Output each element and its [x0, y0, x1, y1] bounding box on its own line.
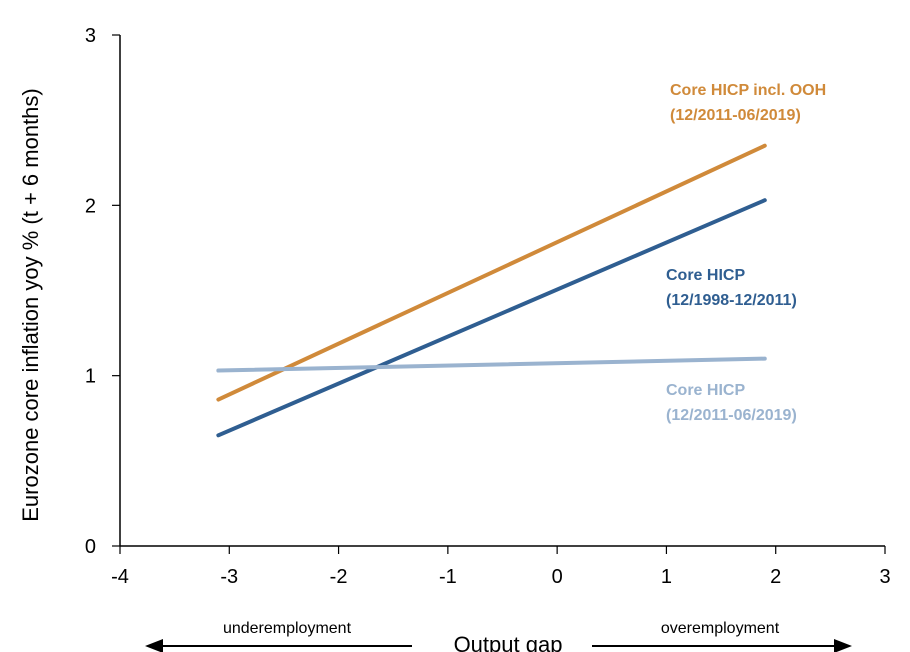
series-label-2-period: (12/1998-12/2011): [666, 292, 797, 309]
series-line-3: [216, 356, 767, 373]
right-arrowhead: [834, 639, 852, 652]
x-tick-label: 1: [661, 566, 672, 588]
x-tick-label: -4: [111, 566, 129, 588]
series-label-1-period: (12/2011-06/2019): [670, 107, 801, 124]
y-tick-label: 1: [85, 366, 96, 388]
x-tick-label: 3: [879, 566, 890, 588]
series-line-2: [216, 198, 767, 438]
x-tick-label: -2: [330, 566, 348, 588]
y-tick-label: 0: [85, 536, 96, 558]
series-lines: [216, 143, 767, 438]
y-tick-label: 2: [85, 195, 96, 217]
series-label-2-name: Core HICP: [666, 267, 745, 284]
series-label-1-name: Core HICP incl. OOH: [670, 82, 826, 99]
series-labels: Core HICP incl. OOH (12/2011-06/2019) Core…: [666, 82, 826, 424]
x-tick-label: -3: [220, 566, 238, 588]
x-tick-label: 2: [770, 566, 781, 588]
x-axis-title: Output gap: [454, 632, 563, 652]
y-axis-title: Eurozone core inflation yoy % (t + 6 mon…: [18, 88, 43, 522]
y-tick-label: 3: [85, 25, 96, 47]
x-ticks: -4 -3 -2 -1 0 1 2 3: [111, 546, 891, 588]
series-line-1: [216, 143, 767, 402]
axes: -4 -3 -2 -1 0 1 2 3 0 1 2 3: [85, 25, 891, 588]
left-arrowhead: [145, 639, 163, 652]
overemployment-label: overemployment: [661, 620, 780, 637]
underemployment-label: underemployment: [223, 620, 352, 637]
x-tick-label: 0: [552, 566, 563, 588]
series-label-3-period: (12/2011-06/2019): [666, 407, 797, 424]
series-label-3-name: Core HICP: [666, 382, 745, 399]
x-tick-label: -1: [439, 566, 457, 588]
y-ticks: 0 1 2 3: [85, 25, 120, 558]
bottom-annotations: underemployment Output gap overemploymen…: [145, 620, 852, 652]
